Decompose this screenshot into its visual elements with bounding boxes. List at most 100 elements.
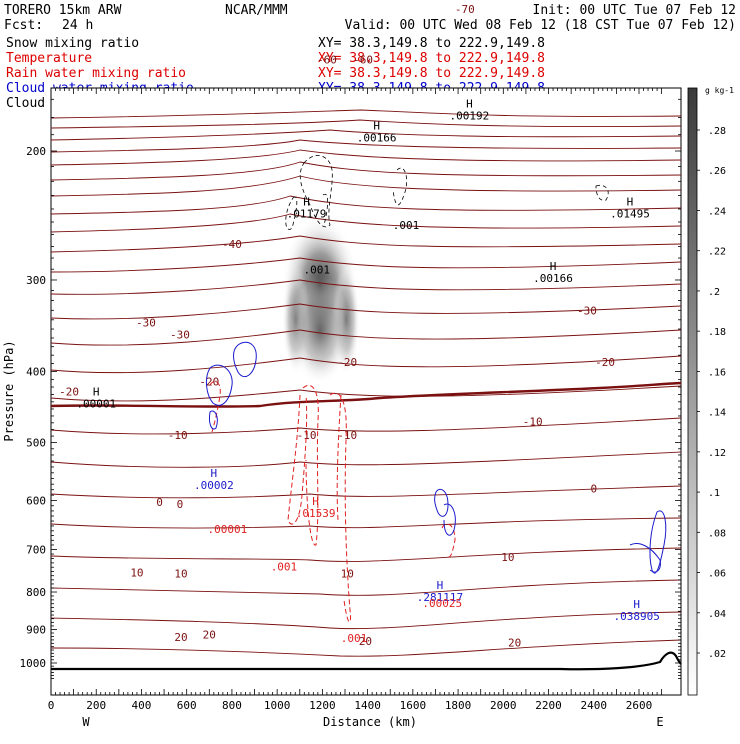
legend-field-xy: XY= 38.3,149.8 to 222.9,149.8: [318, 66, 545, 81]
extremum-value: .00001: [208, 523, 248, 536]
isotherm: [50, 279, 682, 295]
isotherm: [50, 149, 682, 166]
x-tick-label: 2400: [581, 699, 608, 712]
y-tick-label: 1000: [20, 657, 47, 670]
colorbar-label: .18: [708, 327, 726, 338]
extremum-marker: H: [633, 598, 640, 611]
y-tick-label: 700: [26, 544, 46, 557]
x-axis: 0 200 400 600 800 1000 1200 1400 1600 1800 2000 220…: [48, 88, 663, 712]
y-tick-label: 800: [26, 586, 46, 599]
extremum-value: .01539: [296, 507, 336, 520]
x-tick-label: 1000: [264, 699, 291, 712]
extremum-value: .281117: [417, 591, 463, 604]
isotherm: [50, 195, 682, 215]
extremum-value: .01495: [610, 208, 650, 221]
extremum-value: .00166: [533, 272, 573, 285]
extremum-value: .00002: [194, 479, 234, 492]
isotherm-label: 10: [341, 568, 354, 581]
isotherm-label: 10: [130, 566, 143, 579]
y-tick-label: 500: [26, 436, 46, 449]
zero-isotherm: [50, 381, 682, 408]
extremum-value: .00025: [422, 597, 462, 610]
extremum-marker: H: [93, 385, 100, 398]
x-tick-label: 2000: [490, 699, 517, 712]
extremum-value: .001: [393, 219, 420, 232]
legend-field-name: Snow mixing ratio: [6, 36, 139, 51]
snow-shading: [282, 215, 360, 385]
isotherm: [50, 129, 682, 141]
colorbar-label: .06: [708, 569, 726, 580]
isotherm: [50, 451, 682, 468]
isotherm-label: -30: [577, 304, 597, 317]
isotherm: [50, 257, 682, 273]
header: TORERO 15km ARW NCAR/MMM Init: 00 UTC Tu…: [4, 3, 736, 33]
isotherm: [50, 385, 682, 402]
isotherm-label: -20: [59, 386, 79, 399]
isotherm-label: 20: [203, 629, 216, 642]
isotherm: [50, 355, 682, 374]
isotherm-label: 20: [508, 637, 521, 650]
isotherm-label: 20: [359, 635, 372, 648]
x-tick-label: 1200: [309, 699, 336, 712]
temperature-labels: -60 -60 -70 -40 -30 -30 -30 -20 -20 -20 -20 -10 -10 -…: [59, 3, 615, 650]
isotherm-label: -40: [222, 238, 242, 251]
isotherm: [50, 417, 682, 435]
legend-field-xy: XY= 38.3,149.8 to 222.9,149.8: [318, 51, 545, 66]
isotherm-label: -10: [168, 429, 188, 442]
isotherm-label: 20: [174, 631, 187, 644]
model-title: TORERO 15km ARW: [4, 3, 122, 18]
isotherm-label: -20: [337, 356, 357, 369]
y-tick-label: 900: [26, 623, 46, 636]
extremum-marker: H: [627, 196, 634, 209]
x-tick-label: 2600: [626, 699, 653, 712]
extremum-value: .038905: [614, 610, 660, 623]
colorbar-label: .14: [708, 408, 726, 419]
isotherm-label: -60: [317, 53, 337, 66]
isotherm-label: -30: [136, 317, 156, 330]
extrema-labels: H.00001H.01179.001H.00166H.00192.001H.00…: [76, 97, 660, 644]
legend-field-name: Rain water mixing ratio: [6, 66, 186, 81]
extremum-marker: H: [550, 260, 557, 273]
extremum-value: .001: [341, 632, 368, 645]
extremum-value: .01179: [287, 208, 327, 221]
isotherm-label: 0: [590, 483, 597, 496]
isotherm: [50, 485, 682, 499]
isotherm: [50, 611, 682, 630]
x-axis-title: Distance (km): [323, 715, 417, 729]
extremum-value: .001: [303, 263, 330, 276]
y-tick-label: 600: [26, 494, 46, 507]
x-tick-label: 400: [132, 699, 152, 712]
colorbar: g kg-1 .28 .26 .24 .22 .2 .18 .16 .14 .12 .1 .08 .0…: [687, 86, 734, 696]
colorbar-label: .04: [708, 609, 726, 620]
y-tick-label: 400: [26, 366, 46, 379]
x-tick-label: 1800: [445, 699, 472, 712]
isotherm-label: -10: [337, 429, 357, 442]
colorbar-label: .26: [708, 166, 726, 177]
fcst-label: Fcst:: [4, 18, 43, 33]
colorbar-label: .1: [708, 488, 720, 499]
temperature-contours: [50, 109, 682, 657]
colorbar-label: .02: [708, 649, 726, 660]
colorbar-label: .08: [708, 528, 726, 539]
colorbar-label: .24: [708, 206, 726, 217]
x-tick-label: 2200: [535, 699, 562, 712]
isotherm: [50, 517, 682, 529]
x-tick-label: 800: [222, 699, 242, 712]
isotherm-label: -70: [455, 3, 475, 16]
rain-contours: [209, 381, 456, 623]
extremum-value: .001: [271, 560, 298, 573]
x-tick-label: 600: [177, 699, 197, 712]
isotherm: [50, 235, 682, 253]
valid-time: Valid: 00 UTC Wed 08 Feb 12 (18 CST Tue …: [345, 18, 736, 33]
colorbar-ramp: [687, 87, 698, 696]
extremum-value: .00001: [76, 397, 116, 410]
isotherm: [50, 119, 682, 129]
colorbar-label: .2: [708, 287, 720, 298]
init-time: Init: 00 UTC Tue 07 Feb 12: [533, 3, 737, 18]
y-tick-label: 300: [26, 274, 46, 287]
extremum-marker: H: [373, 120, 380, 133]
isotherm: [50, 303, 682, 320]
